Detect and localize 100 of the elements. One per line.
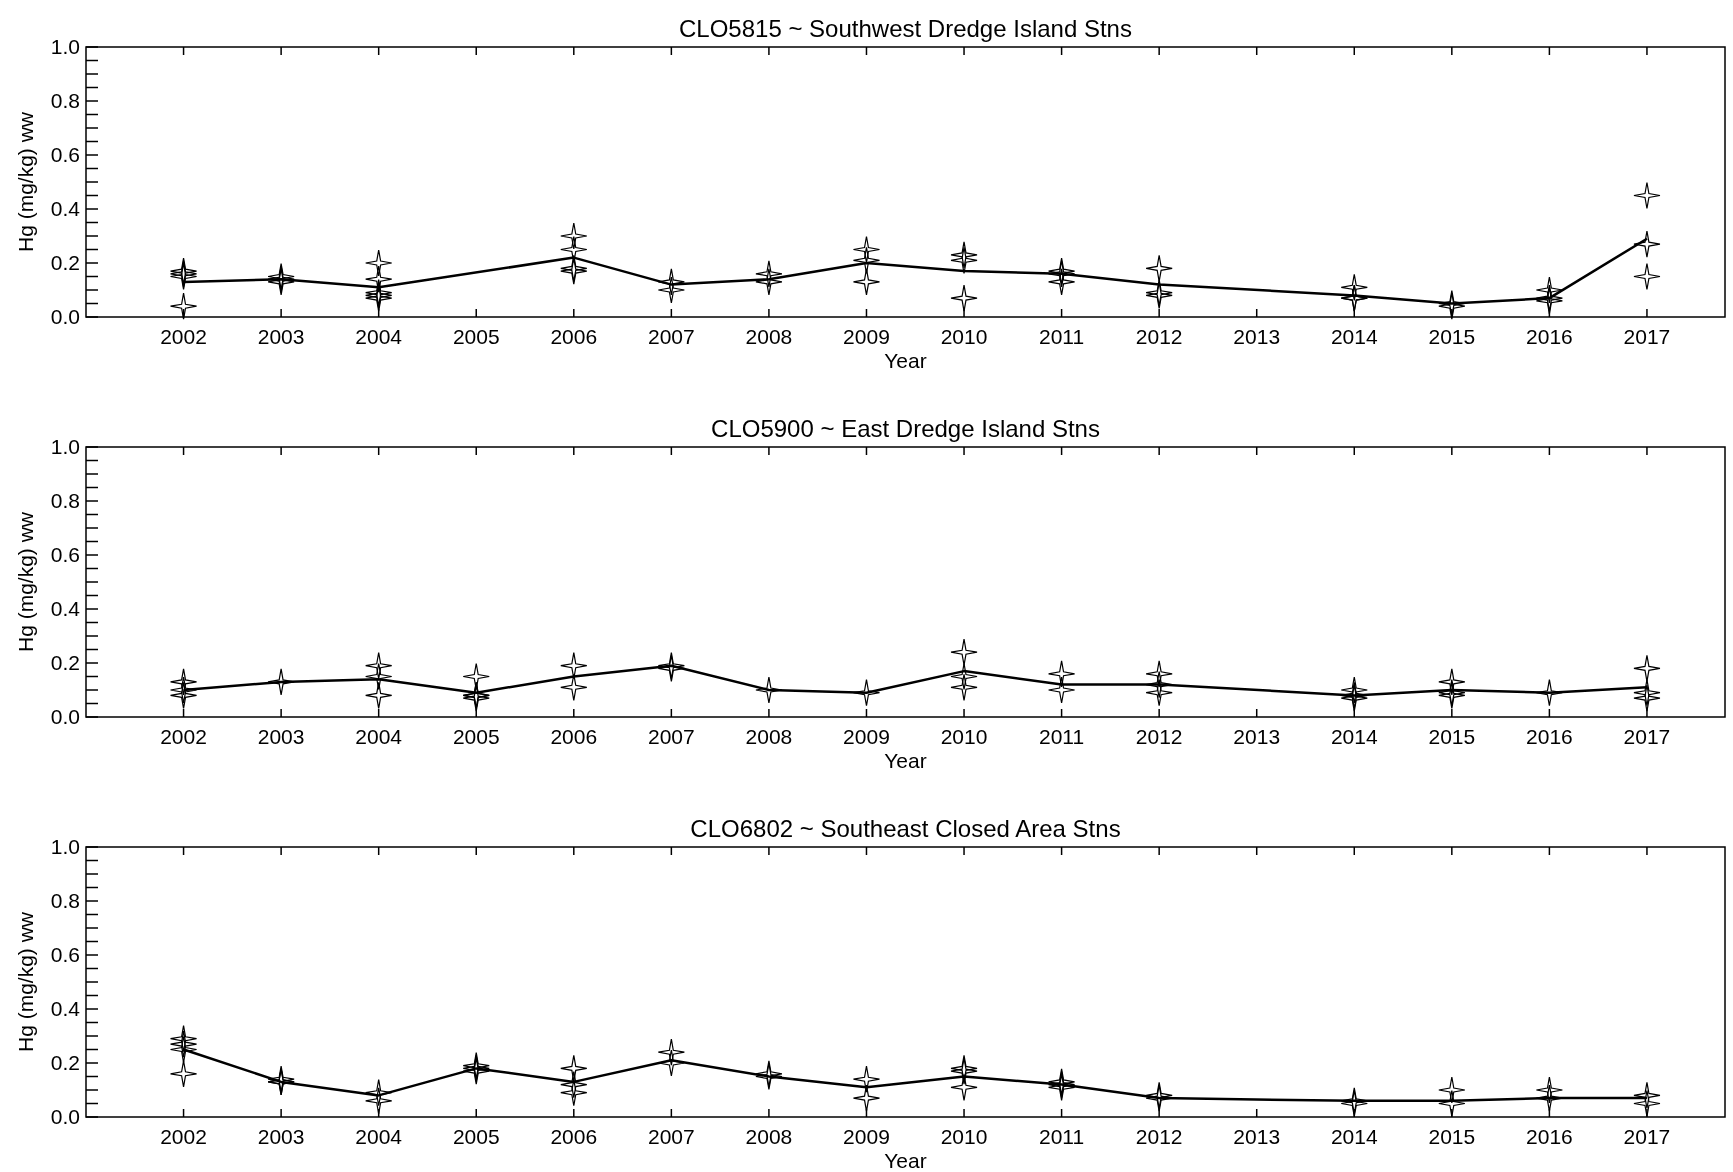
- x-tick-label: 2006: [550, 1125, 598, 1148]
- x-tick-label: 2007: [648, 1125, 695, 1148]
- point: [950, 638, 978, 666]
- point: [1048, 268, 1076, 296]
- y-tick-label: 0.2: [50, 1051, 80, 1075]
- point: [1340, 676, 1368, 704]
- point: [1438, 1089, 1466, 1118]
- x-tick-label: 2003: [257, 325, 305, 348]
- x-axis-title: Year: [884, 749, 927, 772]
- point: [169, 1030, 198, 1058]
- x-tick-label: 2004: [355, 325, 403, 348]
- point: [950, 673, 978, 701]
- point: [1633, 679, 1661, 707]
- x-tick-label: 2017: [1623, 725, 1671, 748]
- x-tick-label: 2012: [1135, 725, 1183, 748]
- x-axis-title: Year: [884, 349, 927, 372]
- point: [1048, 660, 1076, 688]
- point: [1438, 668, 1466, 696]
- y-tick-label: 0.8: [50, 89, 80, 113]
- point: [365, 265, 393, 293]
- point: [1438, 1076, 1466, 1104]
- y-tick-label: 0.2: [50, 251, 80, 275]
- x-tick-label: 2005: [452, 325, 500, 348]
- point: [657, 1038, 685, 1066]
- y-tick-label: 0.8: [50, 489, 80, 513]
- y-tick-label: 0.6: [50, 143, 80, 167]
- point: [1535, 679, 1563, 707]
- point: [657, 276, 685, 304]
- point: [169, 1035, 198, 1064]
- point: [950, 241, 978, 269]
- x-tick-label: 2017: [1623, 325, 1671, 348]
- point: [560, 673, 588, 701]
- y-tick-label: 0.0: [50, 1105, 80, 1129]
- point: [1633, 684, 1661, 712]
- point: [169, 676, 198, 704]
- y-tick-label: 0.0: [50, 705, 80, 729]
- x-tick-label: 2004: [355, 1125, 403, 1148]
- y-tick-label: 1.0: [50, 435, 80, 459]
- x-tick-label: 2008: [745, 725, 793, 748]
- x-tick-label: 2005: [452, 725, 500, 748]
- x-tick-label: 2014: [1330, 325, 1378, 348]
- x-tick-label: 2006: [550, 725, 598, 748]
- point: [365, 681, 393, 709]
- point: [657, 1049, 685, 1077]
- point: [1340, 273, 1368, 301]
- point: [169, 1060, 198, 1088]
- x-tick-label: 2015: [1428, 325, 1476, 348]
- point: [365, 662, 393, 691]
- chart-title: CLO5900 ~ East Dredge Island Stns: [711, 415, 1100, 442]
- point: [365, 652, 393, 680]
- point: [560, 1079, 588, 1107]
- x-tick-label: 2009: [843, 325, 890, 348]
- x-tick-label: 2013: [1233, 1125, 1281, 1148]
- point: [169, 668, 198, 696]
- x-tick-label: 2007: [648, 325, 695, 348]
- y-tick-label: 0.4: [50, 597, 81, 621]
- point: [1633, 1081, 1661, 1109]
- point: [852, 268, 881, 296]
- x-tick-label: 2017: [1623, 1125, 1671, 1148]
- x-tick-label: 2009: [843, 725, 890, 748]
- y-tick-label: 0.6: [50, 543, 80, 567]
- point: [1145, 660, 1173, 688]
- x-tick-label: 2015: [1428, 725, 1476, 748]
- x-tick-label: 2014: [1330, 725, 1378, 748]
- y-tick-label: 0.4: [50, 997, 81, 1021]
- point: [950, 246, 978, 274]
- point: [755, 676, 783, 704]
- point: [755, 260, 783, 288]
- x-tick-label: 2002: [160, 725, 207, 748]
- x-tick-label: 2011: [1039, 725, 1085, 748]
- point: [950, 1073, 978, 1101]
- x-tick-label: 2002: [160, 1125, 207, 1148]
- x-tick-label: 2013: [1233, 325, 1281, 348]
- x-tick-label: 2003: [257, 1125, 305, 1148]
- y-tick-label: 1.0: [50, 835, 80, 859]
- y-axis-title: Hg (mg/kg) ww: [14, 111, 37, 253]
- x-tick-label: 2006: [550, 325, 598, 348]
- point: [1535, 276, 1563, 304]
- y-axis-title: Hg (mg/kg) ww: [14, 511, 37, 653]
- point: [755, 268, 783, 296]
- x-tick-label: 2014: [1330, 1125, 1378, 1148]
- point: [365, 249, 393, 277]
- point: [852, 1065, 881, 1093]
- point: [852, 1084, 881, 1112]
- point: [365, 1079, 393, 1107]
- point: [1145, 679, 1173, 707]
- x-tick-label: 2011: [1039, 1125, 1085, 1148]
- y-tick-label: 0.0: [50, 305, 80, 329]
- point: [1535, 1084, 1563, 1112]
- point: [1633, 262, 1661, 291]
- x-tick-label: 2010: [940, 1125, 988, 1148]
- x-tick-label: 2016: [1526, 325, 1573, 348]
- x-tick-label: 2008: [745, 1125, 793, 1148]
- point: [1633, 1089, 1661, 1118]
- x-tick-label: 2011: [1039, 325, 1085, 348]
- x-tick-label: 2007: [648, 725, 695, 748]
- y-axis-title: Hg (mg/kg) ww: [14, 911, 37, 1053]
- point: [1145, 671, 1173, 699]
- point: [169, 1025, 198, 1053]
- x-tick-label: 2016: [1526, 725, 1573, 748]
